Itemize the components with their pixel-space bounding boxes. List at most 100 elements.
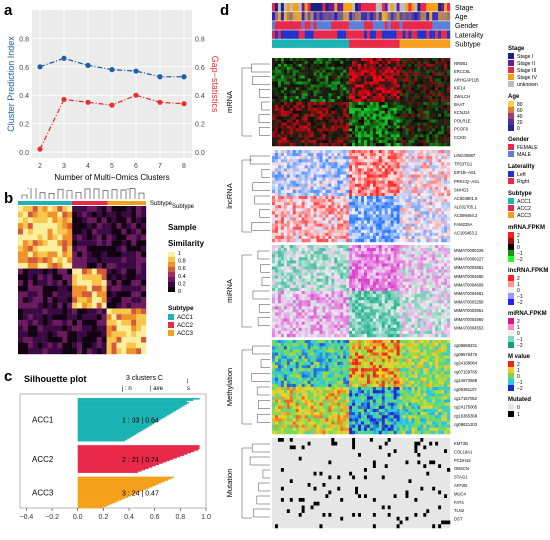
- heatmap-cell: [447, 99, 451, 103]
- heatmap-cell: [289, 229, 294, 234]
- heatmap-cell: [77, 262, 83, 269]
- heatmap-cell: [402, 96, 406, 100]
- heatmap-cell: [316, 81, 320, 85]
- silhouette-bar: [77, 466, 153, 468]
- heatmap-cell: [274, 116, 279, 120]
- heatmap-cell: [319, 202, 323, 206]
- heatmap-cell: [274, 125, 279, 129]
- heatmap-cell: [363, 223, 368, 227]
- heatmap-cell: [372, 96, 377, 100]
- heatmap-cell: [378, 72, 383, 76]
- heatmap-cell: [82, 280, 88, 286]
- heatmap-cell: [346, 90, 350, 94]
- heatmap-cell: [444, 226, 448, 230]
- heatmap-cell: [116, 228, 122, 235]
- heatmap-cell: [399, 177, 403, 181]
- annotation-cell: [444, 3, 448, 12]
- heatmap-cell: [337, 78, 341, 82]
- heatmap-cell: [301, 58, 305, 62]
- heatmap-cell: [328, 171, 332, 175]
- heatmap-cell: [343, 78, 347, 82]
- heatmap-cell: [441, 168, 445, 172]
- heatmap-cell: [366, 202, 371, 206]
- heatmap-cell: [432, 122, 436, 126]
- heatmap-cell: [429, 102, 433, 106]
- heatmap-cell: [337, 177, 341, 181]
- data-point: [85, 62, 91, 68]
- heatmap-cell: [343, 96, 347, 100]
- heatmap-cell: [399, 196, 403, 200]
- annotation-cell: [405, 39, 409, 48]
- heatmap-cell: [277, 140, 282, 144]
- heatmap-cell: [131, 348, 137, 355]
- heatmap-cell: [62, 206, 68, 212]
- heatmap-cell: [292, 122, 296, 126]
- heatmap-cell: [292, 104, 296, 109]
- heatmap-cell: [375, 226, 380, 230]
- heatmap-cell: [438, 140, 442, 144]
- heatmap-cell: [387, 192, 391, 197]
- heatmap-cell: [298, 159, 302, 163]
- heatmap-cell: [136, 325, 142, 332]
- heatmap-cell: [307, 66, 311, 70]
- heatmap-cell: [390, 156, 394, 160]
- heatmap-cell: [402, 217, 406, 221]
- heatmap-cell: [337, 81, 341, 85]
- heatmap-cell: [280, 186, 285, 191]
- heatmap-cell: [280, 238, 285, 243]
- heatmap-cell: [384, 214, 388, 218]
- heatmap-cell: [274, 150, 279, 154]
- heatmap-cell: [32, 257, 38, 264]
- heatmap-cell: [277, 125, 282, 129]
- heatmap-cell: [366, 87, 371, 91]
- heatmap-cell: [331, 113, 335, 117]
- heatmap-cell: [277, 113, 282, 117]
- y2-tick-label: 0.8: [195, 36, 205, 43]
- heatmap-cell: [319, 196, 323, 200]
- heatmap-cell: [408, 60, 412, 65]
- heatmap-cell: [121, 331, 127, 338]
- heatmap-cell: [280, 180, 285, 184]
- heatmap-cell: [435, 180, 439, 184]
- heatmap-cell: [393, 72, 397, 76]
- heatmap-cell: [358, 125, 362, 129]
- heatmap-cell: [32, 206, 38, 212]
- heatmap-cell: [417, 186, 421, 191]
- heatmap-cell: [429, 90, 433, 94]
- heatmap-cell: [414, 96, 418, 100]
- heatmap-cell: [411, 156, 415, 160]
- heatmap-cell: [381, 177, 385, 181]
- heatmap-cell: [414, 232, 418, 237]
- heatmap-cell: [274, 84, 279, 88]
- heatmap-cell: [361, 180, 365, 184]
- heatmap-cell: [375, 159, 380, 163]
- heatmap-cell: [141, 217, 147, 224]
- heatmap-cell: [101, 319, 107, 326]
- heatmap-cell: [429, 66, 433, 70]
- heatmap-cell: [411, 66, 415, 70]
- heatmap-cell: [295, 93, 299, 97]
- heatmap-cell: [295, 72, 299, 76]
- heatmap-cell: [334, 140, 338, 144]
- heatmap-cell: [408, 140, 412, 144]
- heatmap-cell: [292, 205, 296, 209]
- heatmap-cell: [355, 78, 359, 82]
- heatmap-cell: [18, 285, 24, 292]
- heatmap-cell: [298, 214, 302, 218]
- annotation-cell: [337, 30, 341, 39]
- heatmap-cell: [390, 217, 394, 221]
- heatmap-cell: [393, 156, 397, 160]
- annotation-cell: [283, 30, 288, 39]
- heatmap-cell: [396, 199, 400, 203]
- heatmap-cell: [372, 81, 377, 85]
- heatmap-cell: [444, 84, 448, 88]
- heatmap-cell: [432, 72, 436, 76]
- heatmap-cell: [429, 168, 433, 172]
- heatmap-cell: [298, 153, 302, 157]
- heatmap-cell: [22, 291, 29, 298]
- heatmap-cell: [444, 113, 448, 117]
- annotation-cell: [274, 12, 279, 21]
- annotation-label: Laterality: [455, 32, 484, 39]
- heatmap-cell: [447, 125, 451, 129]
- heatmap-cell: [313, 168, 317, 172]
